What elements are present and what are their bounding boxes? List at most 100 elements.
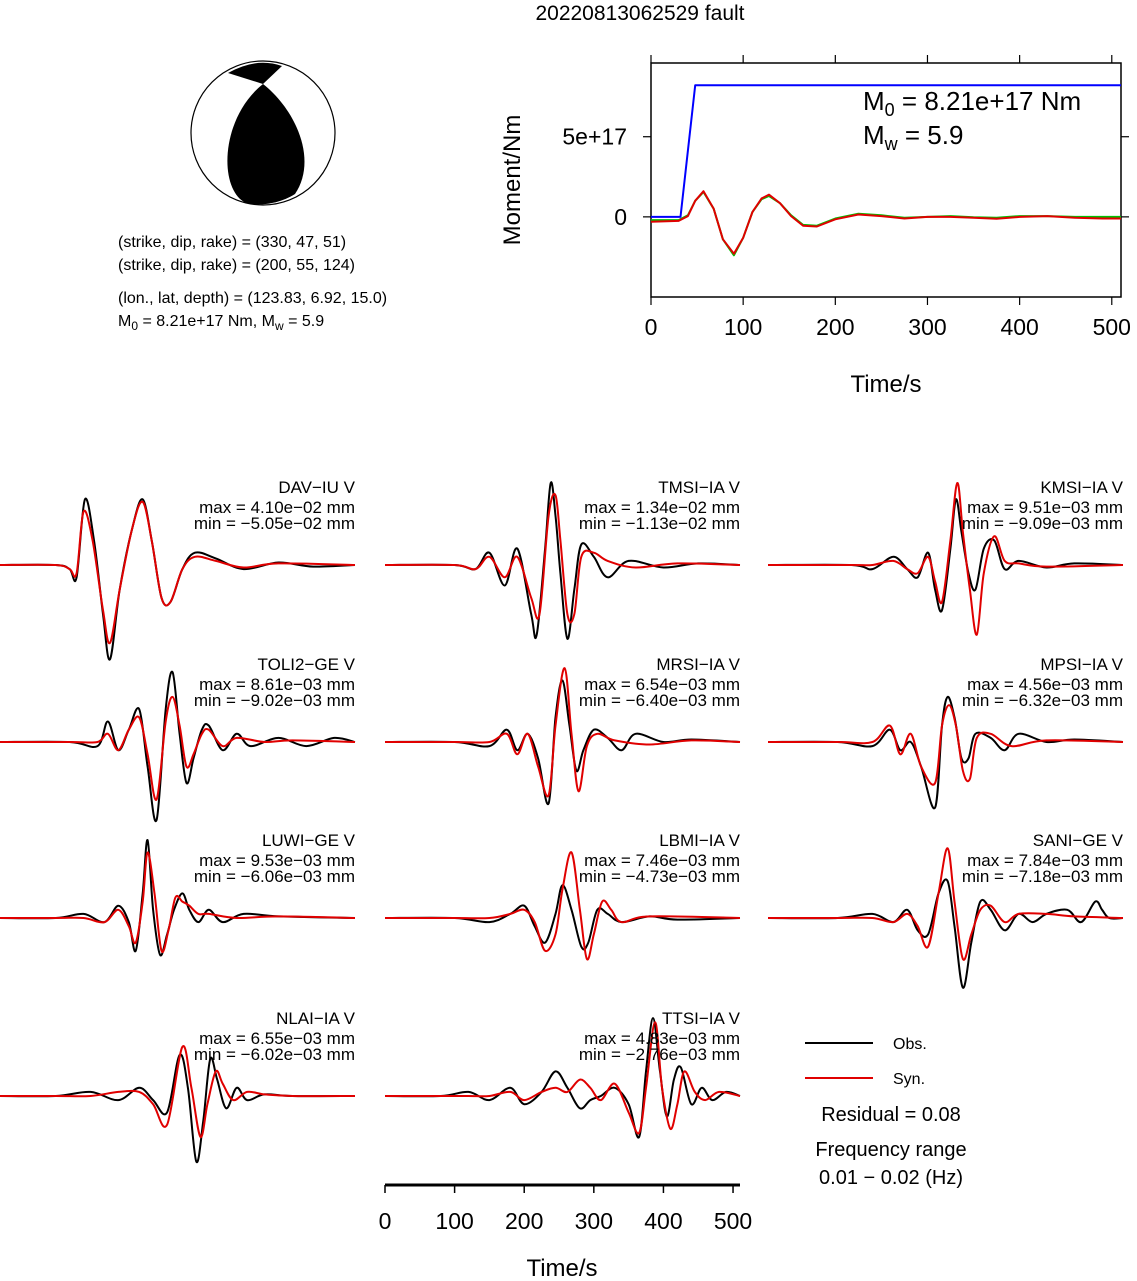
waveform-x-axis: 0 100 200 300 400 500	[379, 1183, 752, 1234]
moment-x-tick-label: 400	[1000, 314, 1038, 340]
station-max: max = 6.54e−03 mm	[584, 675, 740, 694]
station-min: min = −7.18e−03 mm	[962, 867, 1123, 886]
legend-syn-label: Syn.	[893, 1071, 925, 1088]
magnitude-info: M0 = 8.21e+17 Nm, Mw = 5.9	[118, 313, 324, 333]
synthetic-waveform	[0, 695, 356, 801]
legend-obs-label: Obs.	[893, 1036, 927, 1053]
station-max: max = 7.84e−03 mm	[967, 851, 1123, 870]
moment-mw-label: Mw = 5.9	[863, 120, 963, 154]
station-max: max = 8.61e−03 mm	[199, 675, 355, 694]
hypocenter-info: (lon., lat, depth) = (123.83, 6.92, 15.0…	[118, 290, 387, 307]
moment-function-line	[651, 84, 1121, 218]
moment-rate-syn-line	[650, 190, 1121, 255]
station-min: min = −6.32e−03 mm	[962, 691, 1123, 710]
moment-x-tick-label: 300	[908, 314, 946, 340]
station-label: TMSI−IA V	[658, 478, 740, 497]
synthetic-waveform	[385, 851, 741, 961]
waveform-x-axis-label: Time/s	[526, 1255, 597, 1281]
station-min: min = −5.05e−02 mm	[194, 514, 355, 533]
station-max: max = 9.53e−03 mm	[199, 851, 355, 870]
synthetic-waveform	[384, 1021, 741, 1135]
station-min: min = −6.02e−03 mm	[194, 1045, 355, 1064]
figure-title: 20220813062529 fault	[535, 2, 744, 25]
station-min: min = −9.02e−03 mm	[194, 691, 355, 710]
station-max: max = 6.55e−03 mm	[199, 1029, 355, 1048]
station-max: max = 7.46e−03 mm	[584, 851, 740, 870]
station-label: TTSI−IA V	[662, 1009, 741, 1028]
station-label: NLAI−IA V	[276, 1009, 356, 1028]
observed-waveform	[384, 679, 741, 805]
synthetic-waveform	[0, 851, 356, 954]
station-min: min = −2.76e−03 mm	[579, 1045, 740, 1064]
moment-x-tick-label: 200	[816, 314, 854, 340]
station-min: min = −1.13e−02 mm	[579, 514, 740, 533]
moment-m0-label: M0 = 8.21e+17 Nm	[863, 86, 1081, 120]
station-label: LBMI−IA V	[659, 831, 740, 850]
synthetic-waveform	[767, 481, 1124, 636]
observed-waveform	[767, 695, 1124, 810]
station-label: KMSI−IA V	[1040, 478, 1123, 497]
synthetic-waveform	[0, 500, 356, 645]
waveform-x-tick-label: 0	[379, 1208, 392, 1234]
waveform-x-tick-label: 500	[714, 1208, 752, 1234]
observed-waveform	[0, 1053, 356, 1164]
legend: Obs. Syn.	[805, 1036, 927, 1088]
moment-function-chart: 0 100 200 300 400 500 0 5e+17 Time/s Moment/Nm…	[499, 55, 1131, 398]
moment-x-axis: 0 100 200 300 400 500	[645, 55, 1131, 340]
waveform-x-tick-label: 200	[505, 1208, 543, 1234]
moment-x-tick-label: 0	[645, 314, 658, 340]
waveform-x-tick-label: 100	[435, 1208, 473, 1234]
station-label: MRSI−IA V	[656, 655, 740, 674]
station-label: MPSI−IA V	[1040, 655, 1123, 674]
station-max: max = 4.10e−02 mm	[199, 498, 355, 517]
moment-rate-line	[651, 191, 1121, 257]
station-min: min = −9.09e−03 mm	[962, 514, 1123, 533]
waveform-x-tick-label: 300	[575, 1208, 613, 1234]
synthetic-waveform	[767, 704, 1124, 786]
moment-x-axis-label: Time/s	[850, 371, 921, 398]
frequency-range-value: 0.01 − 0.02 (Hz)	[819, 1167, 963, 1189]
station-min: min = −6.06e−03 mm	[194, 867, 355, 886]
moment-y-tick-label: 0	[614, 204, 627, 230]
moment-plot-frame	[650, 62, 1122, 298]
observed-waveform	[384, 1017, 741, 1139]
waveform-x-tick-label: 400	[644, 1208, 682, 1234]
moment-y-axis-label: Moment/Nm	[499, 115, 526, 246]
station-label: LUWI−GE V	[262, 831, 356, 850]
mechanism-plane-2: (strike, dip, rake) = (200, 55, 124)	[118, 257, 355, 274]
synthetic-waveform	[384, 492, 741, 624]
moment-x-tick-label: 100	[724, 314, 762, 340]
frequency-range-label: Frequency range	[815, 1139, 966, 1161]
observed-waveform	[767, 878, 1124, 989]
residual-text: Residual = 0.08	[821, 1104, 961, 1126]
station-label: TOLI2−GE V	[258, 655, 356, 674]
station-label: DAV−IU V	[278, 478, 355, 497]
station-max: max = 4.56e−03 mm	[967, 675, 1123, 694]
mechanism-plane-1: (strike, dip, rake) = (330, 47, 51)	[118, 234, 346, 251]
moment-series	[650, 84, 1121, 257]
beachball-icon	[190, 60, 336, 206]
moment-y-axis: 0 5e+17	[562, 124, 1129, 230]
station-min: min = −6.40e−03 mm	[579, 691, 740, 710]
station-label: SANI−GE V	[1033, 831, 1124, 850]
station-max: max = 4.83e−03 mm	[584, 1029, 740, 1048]
moment-y-tick-label: 5e+17	[562, 124, 627, 150]
moment-x-tick-label: 500	[1093, 314, 1131, 340]
station-min: min = −4.73e−03 mm	[579, 867, 740, 886]
station-max: max = 1.34e−02 mm	[584, 498, 740, 517]
synthetic-waveform	[768, 847, 1124, 961]
synthetic-waveform	[384, 667, 741, 798]
synthetic-waveform	[0, 1045, 356, 1139]
